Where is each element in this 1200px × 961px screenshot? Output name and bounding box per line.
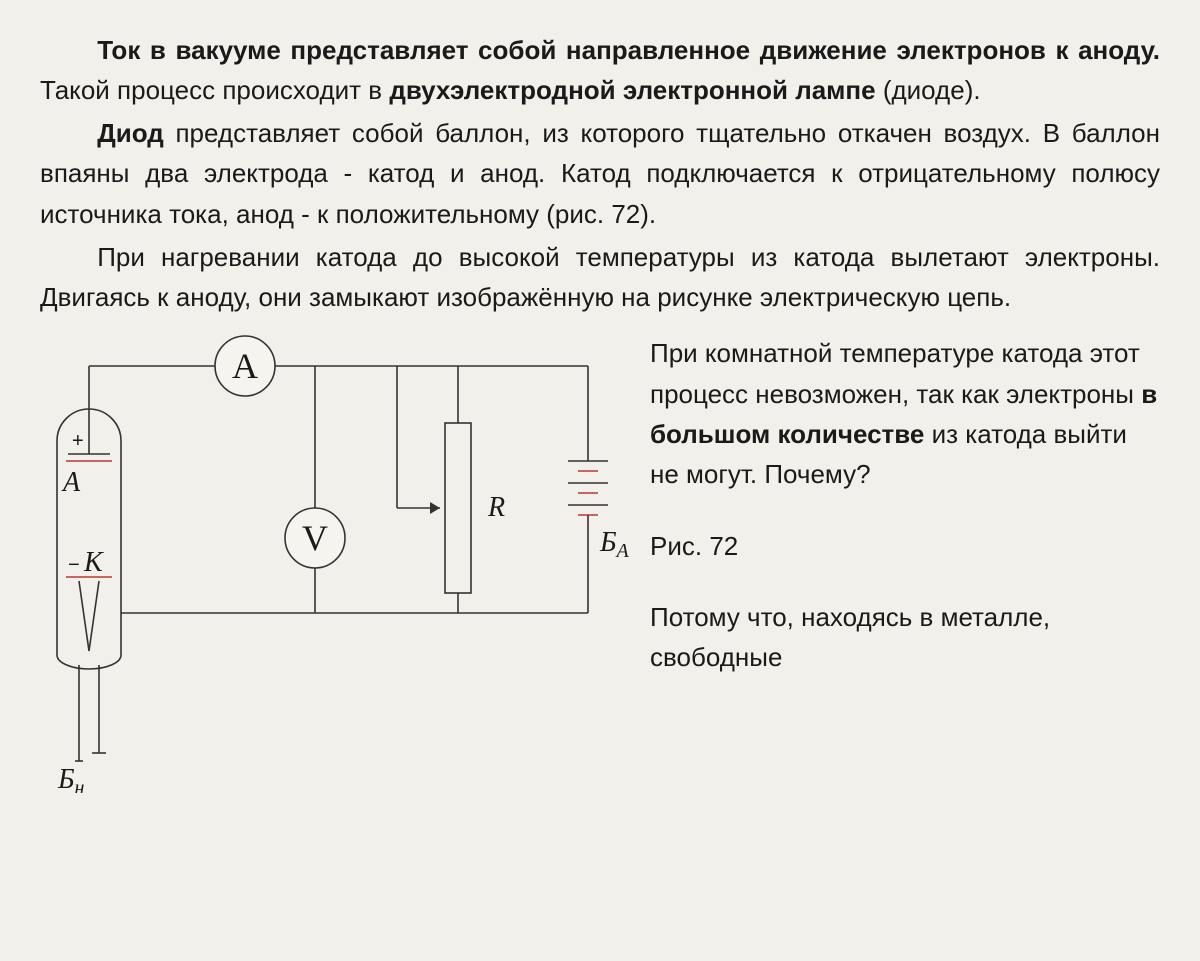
figure-caption: Рис. 72 bbox=[650, 526, 1160, 566]
p2-bold: Диод bbox=[97, 118, 164, 148]
plus-sign: + bbox=[72, 430, 84, 452]
heater-filament bbox=[79, 581, 99, 651]
side1-pre: При комнатной температуре катода этот пр… bbox=[650, 338, 1141, 408]
batt-a-label: БА bbox=[599, 527, 630, 562]
p3-body: При нагревании катода до высокой темпера… bbox=[40, 242, 1160, 312]
paragraph-2: Диод представляет собой баллон, из котор… bbox=[40, 113, 1160, 234]
minus-sign: − bbox=[68, 554, 80, 576]
paragraph-3: При нагревании катода до высокой темпера… bbox=[40, 237, 1160, 318]
p2-body: представляет собой баллон, из которого т… bbox=[40, 118, 1160, 229]
resistor-label: R bbox=[487, 492, 505, 523]
p1-mid: Такой процесс происходит в bbox=[40, 75, 389, 105]
side-block-2: Потому что, находясь в металле, свободны… bbox=[650, 597, 1160, 678]
side-text-column: При комнатной температуре катода этот пр… bbox=[630, 333, 1160, 793]
p1-bold-intro: Ток в вакууме представляет собой направл… bbox=[97, 35, 1160, 65]
ammeter-label: A bbox=[232, 346, 258, 386]
p1-bold-lamp: двухэлектродной электронной лампе bbox=[389, 75, 875, 105]
heater-batt-label: Бн bbox=[57, 764, 85, 793]
paragraph-1: Ток в вакууме представляет собой направл… bbox=[40, 30, 1160, 111]
resistor-body bbox=[445, 423, 471, 593]
wiper-arrow-head bbox=[430, 502, 440, 514]
cathode-label: K bbox=[83, 547, 104, 578]
voltmeter-label: V bbox=[302, 518, 328, 558]
p1-tail: (диоде). bbox=[876, 75, 981, 105]
side-block-1: При комнатной температуре катода этот пр… bbox=[650, 333, 1160, 494]
figure-row: + A − K Бн A bbox=[40, 333, 1160, 793]
anode-label: A bbox=[61, 467, 81, 498]
circuit-diagram: + A − K Бн A bbox=[40, 333, 630, 793]
